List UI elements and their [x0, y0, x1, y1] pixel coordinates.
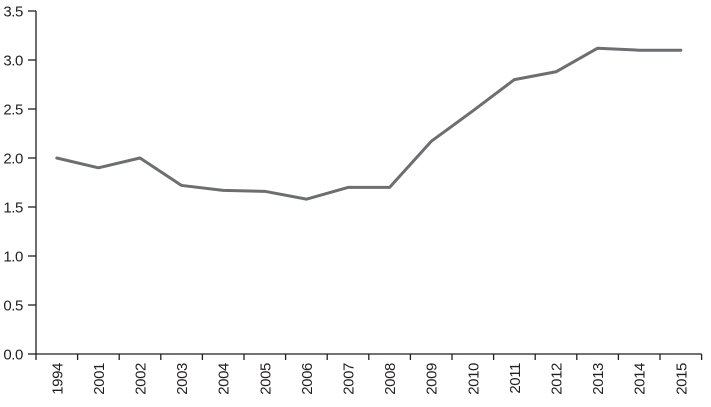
y-tick-label: 3.0	[3, 52, 23, 69]
x-tick-label: 2008	[382, 363, 399, 395]
y-tick-label: 1.5	[3, 199, 23, 216]
x-tick-label: 2010	[465, 363, 482, 395]
x-tick-label: 2009	[424, 363, 441, 395]
y-tick-label: 0.5	[3, 297, 23, 314]
y-tick-label: 0.0	[3, 346, 23, 363]
x-tick-label: 2001	[91, 363, 108, 395]
y-tick-label: 1.0	[3, 248, 23, 265]
x-tick-label: 2011	[507, 363, 524, 394]
x-tick-label: 2005	[257, 363, 274, 395]
y-tick-label: 3.5	[3, 3, 23, 20]
x-tick-label: 2002	[133, 363, 150, 395]
x-tick-label: 2004	[216, 363, 233, 395]
x-tick-label: 2012	[549, 363, 566, 395]
x-tick-label: 2013	[590, 363, 607, 395]
data-line	[55, 46, 683, 201]
y-tick-label: 2.5	[3, 101, 23, 118]
x-tick-label: 2014	[632, 363, 649, 395]
x-tick-label: 2003	[174, 363, 191, 395]
x-tick-label: 2007	[341, 363, 358, 395]
x-tick-label: 2006	[299, 363, 316, 395]
y-tick-label: 2.0	[3, 150, 23, 167]
x-tick-label: 2015	[673, 363, 690, 395]
x-tick-label: 1994	[49, 363, 66, 395]
